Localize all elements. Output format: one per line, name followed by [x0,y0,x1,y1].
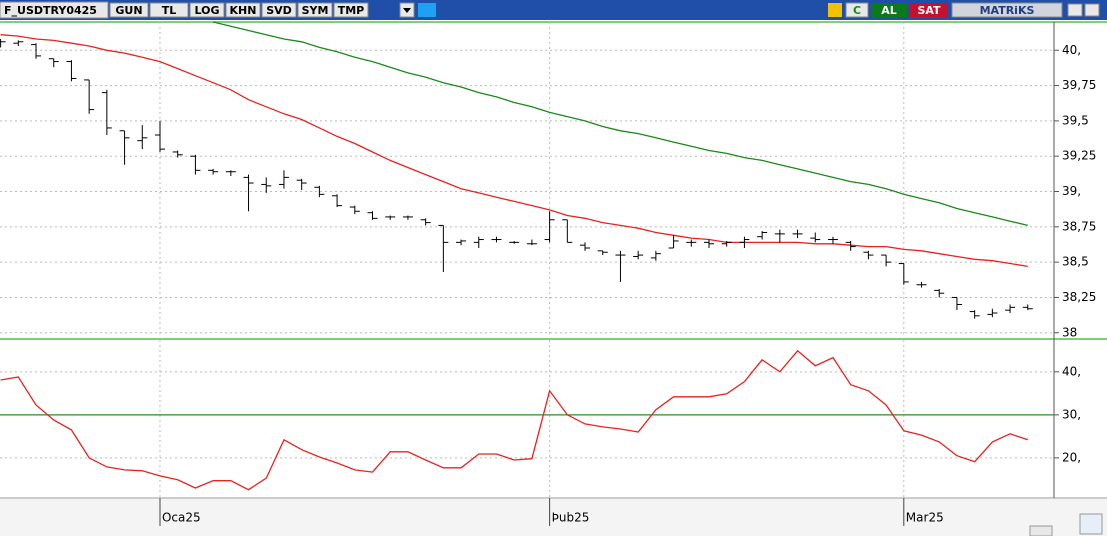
y-tick-label: 30, [1062,407,1081,421]
y-tick-label: 39, [1062,184,1081,198]
y-tick-label: 40, [1062,364,1081,378]
window-button[interactable] [1084,3,1100,17]
toolbar-button-label: KHN [230,4,257,17]
toolbar-button-label: SVD [266,4,292,17]
window-button[interactable] [1067,3,1083,17]
sync-button[interactable] [1079,513,1103,535]
line-series [212,21,1028,227]
refresh-button[interactable] [845,2,869,18]
toolbar-button[interactable] [109,2,149,18]
sell-label: SAT [917,4,941,17]
x-tick-label: Mar25 [906,511,944,525]
y-tick-label: 38,25 [1062,290,1096,304]
toolbar-button[interactable] [189,2,225,18]
y-tick-label: 38,5 [1062,255,1089,269]
lightning-icon[interactable] [828,3,842,17]
refresh-label: C [853,4,861,17]
dropdown-arrow [403,8,411,13]
toolbar-buttons: GUN TL LOG KHN SVD SYM TMP [109,2,369,18]
toolbar-button-label: TMP [338,4,365,17]
toolbar-button-label: GUN [115,4,142,17]
y-tick-label: 40, [1062,43,1081,57]
y-tick-label: 39,75 [1062,78,1096,92]
buy-button[interactable] [871,3,907,17]
line-series [0,349,1029,491]
x-tick-label: Oca25 [162,511,201,525]
y-tick-label: 38,75 [1062,219,1096,233]
line-series [0,34,1028,268]
toolbar-button-label: LOG [195,4,220,17]
time-axis [0,499,1107,536]
toolbar-button[interactable] [333,2,369,18]
y-tick-label: 39,5 [1062,113,1089,127]
buy-label: AL [881,4,897,17]
brand: MATRiKS [980,4,1035,17]
scroll-button[interactable] [1029,525,1053,536]
y-tick-label: 20, [1062,450,1081,464]
symbol-box[interactable] [0,1,109,19]
toolbar-button[interactable] [297,2,333,18]
symbol: F_USDTRY0425 [4,4,97,17]
y-tick-label: 39,25 [1062,149,1096,163]
x-tick-label: Þub25 [552,511,590,525]
toolbar-button[interactable] [261,2,297,18]
toolbar-button[interactable] [149,2,189,18]
sell-button[interactable] [910,3,948,17]
toolbar-button-label: SYM [302,4,329,17]
y-tick-label: 38 [1062,325,1077,339]
toolbar-button[interactable] [225,2,261,18]
brand-box [951,2,1063,18]
toolbar-button-label: TL [162,4,177,17]
twitter-icon[interactable] [418,3,436,17]
